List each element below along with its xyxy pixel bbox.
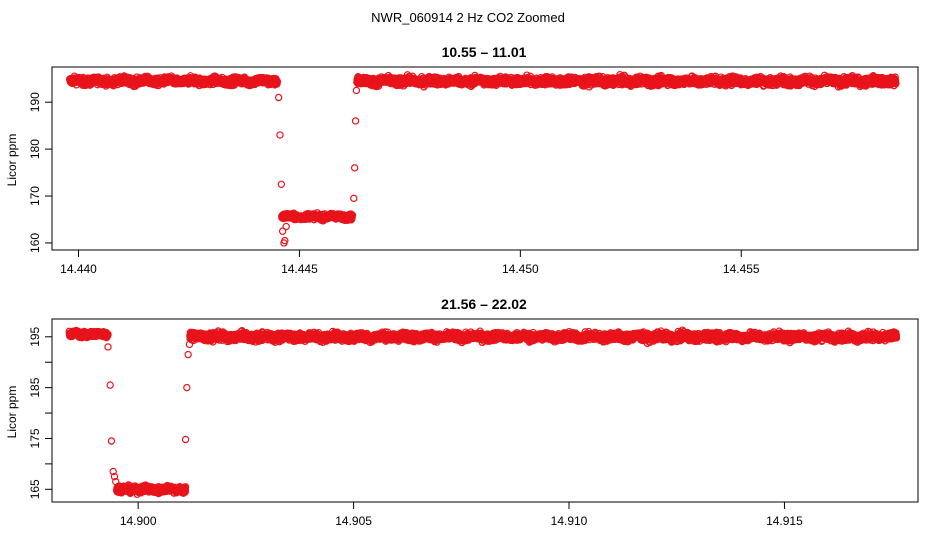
- x-tick-label: 14.455: [723, 262, 760, 276]
- x-tick-label: 14.905: [335, 514, 372, 528]
- x-tick-label: 14.915: [766, 514, 803, 528]
- y-tick-label: 165: [28, 479, 42, 499]
- data-point: [273, 78, 282, 86]
- y-tick-label: 175: [28, 428, 42, 448]
- panel-title-bottom: 21.56 – 22.02: [441, 296, 527, 312]
- y-tick-label: 170: [28, 186, 42, 206]
- y-axis-title-top: Licor ppm: [5, 134, 19, 187]
- x-tick-label: 14.450: [502, 262, 539, 276]
- figure-title: NWR_060914 2 Hz CO2 Zoomed: [371, 10, 565, 25]
- x-tick-label: 14.900: [120, 514, 157, 528]
- panel-title-top: 10.55 – 11.01: [442, 44, 527, 60]
- x-tick-label: 14.910: [551, 514, 588, 528]
- y-tick-label: 190: [28, 92, 42, 112]
- data-point: [348, 211, 357, 219]
- chart-panel-top: 10.55 – 11.01 Licor ppm 14.440 14.445 14.4…: [5, 44, 919, 276]
- plot-frame: [51, 66, 919, 251]
- x-tick-label: 14.445: [281, 262, 318, 276]
- y-tick-label: 185: [28, 377, 42, 397]
- series-points: [65, 70, 900, 247]
- y-tick-label: 160: [28, 233, 42, 253]
- y-tick-label: 195: [28, 326, 42, 346]
- y-tick-label: 180: [28, 139, 42, 159]
- x-tick-label: 14.440: [60, 262, 97, 276]
- y-axis-title-bottom: Licor ppm: [5, 386, 19, 439]
